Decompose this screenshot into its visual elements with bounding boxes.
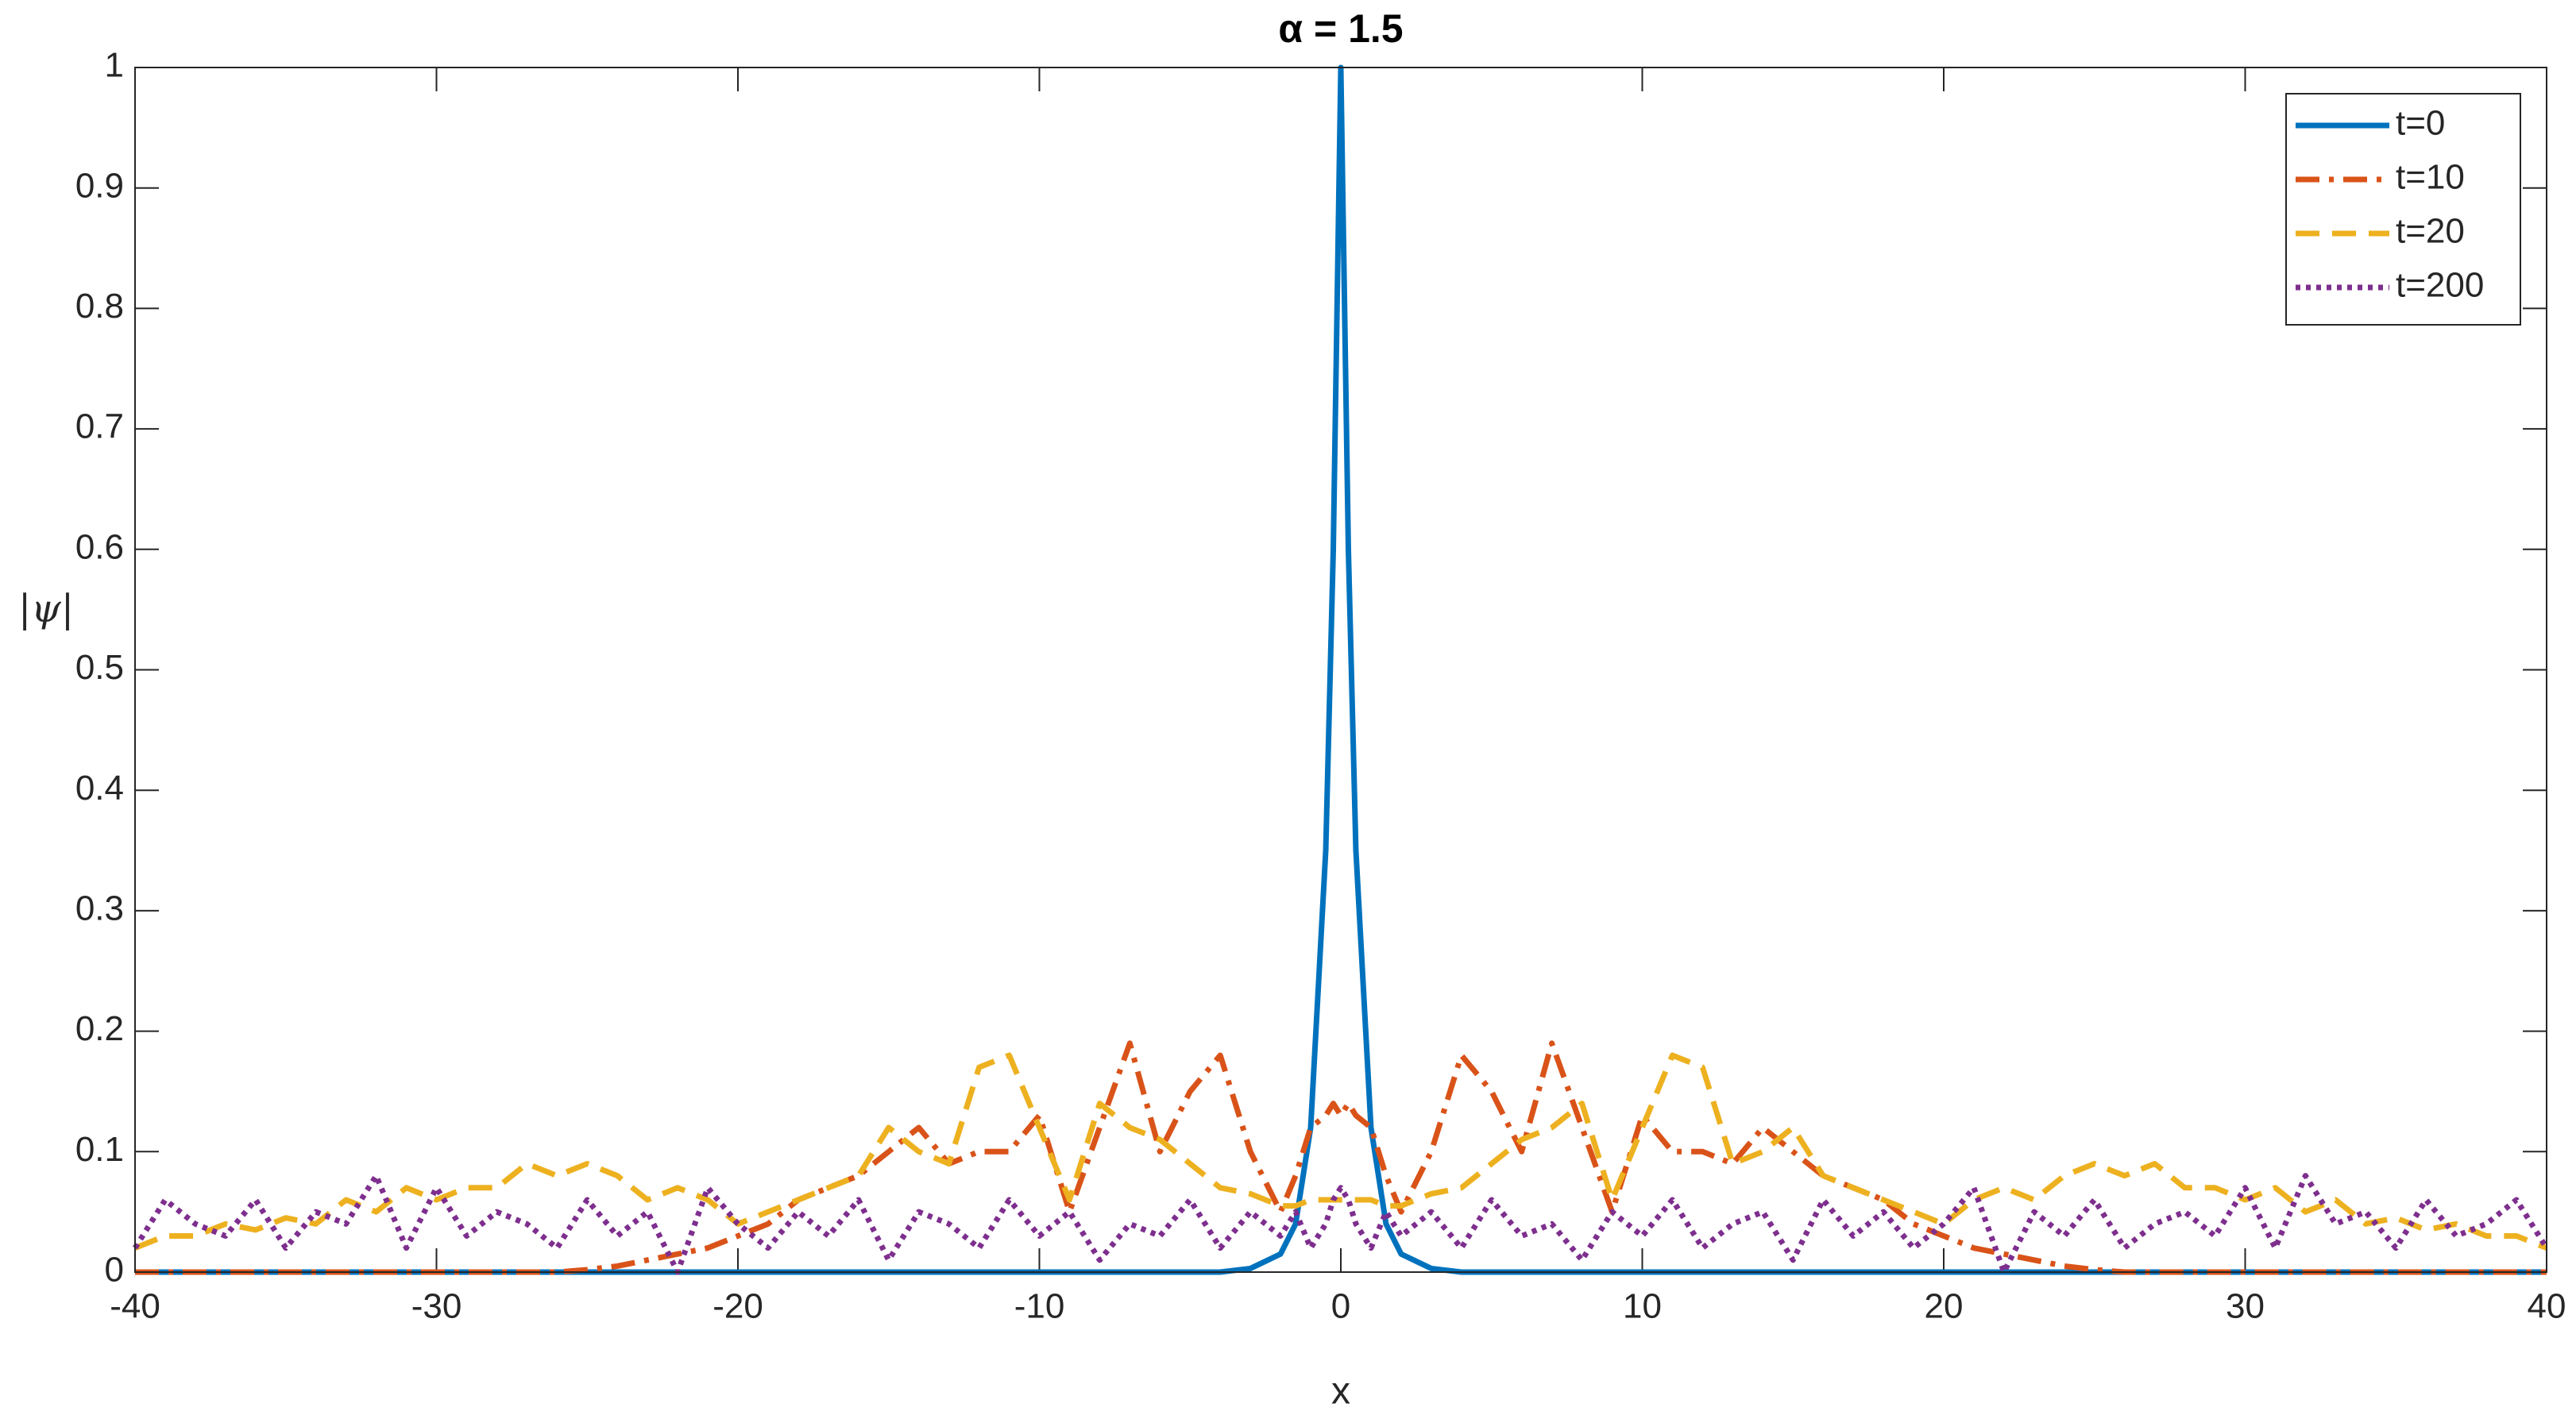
y-tick-label: 0.8 — [75, 287, 124, 326]
x-tick-label: 10 — [1623, 1287, 1662, 1326]
axes-box — [134, 67, 2547, 1273]
legend-label: t=20 — [2396, 212, 2465, 251]
y-tick-label: 0.3 — [75, 889, 124, 928]
x-tick-label: 40 — [2528, 1287, 2566, 1326]
x-tick-label: 20 — [1925, 1287, 1964, 1326]
chart-title: α = 1.5 — [1278, 6, 1403, 51]
y-tick-label: 0.4 — [75, 769, 124, 808]
x-tick-label: -30 — [411, 1287, 462, 1326]
legend-label: t=200 — [2396, 266, 2484, 305]
x-tick-label: -10 — [1014, 1287, 1065, 1326]
y-tick-label: 0.1 — [75, 1130, 124, 1169]
legend-label: t=10 — [2396, 158, 2465, 197]
series-line — [135, 1040, 2547, 1275]
y-tick-label: 0.2 — [75, 1009, 124, 1048]
x-axis-label: x — [1331, 1371, 1350, 1413]
legend-box — [2285, 93, 2521, 326]
y-tick-label: 0.5 — [75, 648, 124, 687]
x-tick-label: 0 — [1331, 1287, 1350, 1326]
legend-label: t=0 — [2396, 104, 2445, 143]
y-axis-label: |ψ| — [18, 587, 74, 631]
series-line — [133, 1173, 2549, 1275]
series-line — [133, 1052, 2548, 1251]
y-tick-label: 0.9 — [75, 166, 124, 205]
y-tick-label: 0 — [105, 1251, 124, 1290]
x-tick-label: -20 — [713, 1287, 763, 1326]
y-tick-label: 1 — [105, 46, 124, 85]
x-tick-label: 30 — [2226, 1287, 2265, 1326]
plot-area — [135, 67, 2547, 1272]
y-tick-label: 0.7 — [75, 407, 124, 446]
x-tick-label: -40 — [110, 1287, 160, 1326]
y-tick-label: 0.6 — [75, 527, 124, 566]
